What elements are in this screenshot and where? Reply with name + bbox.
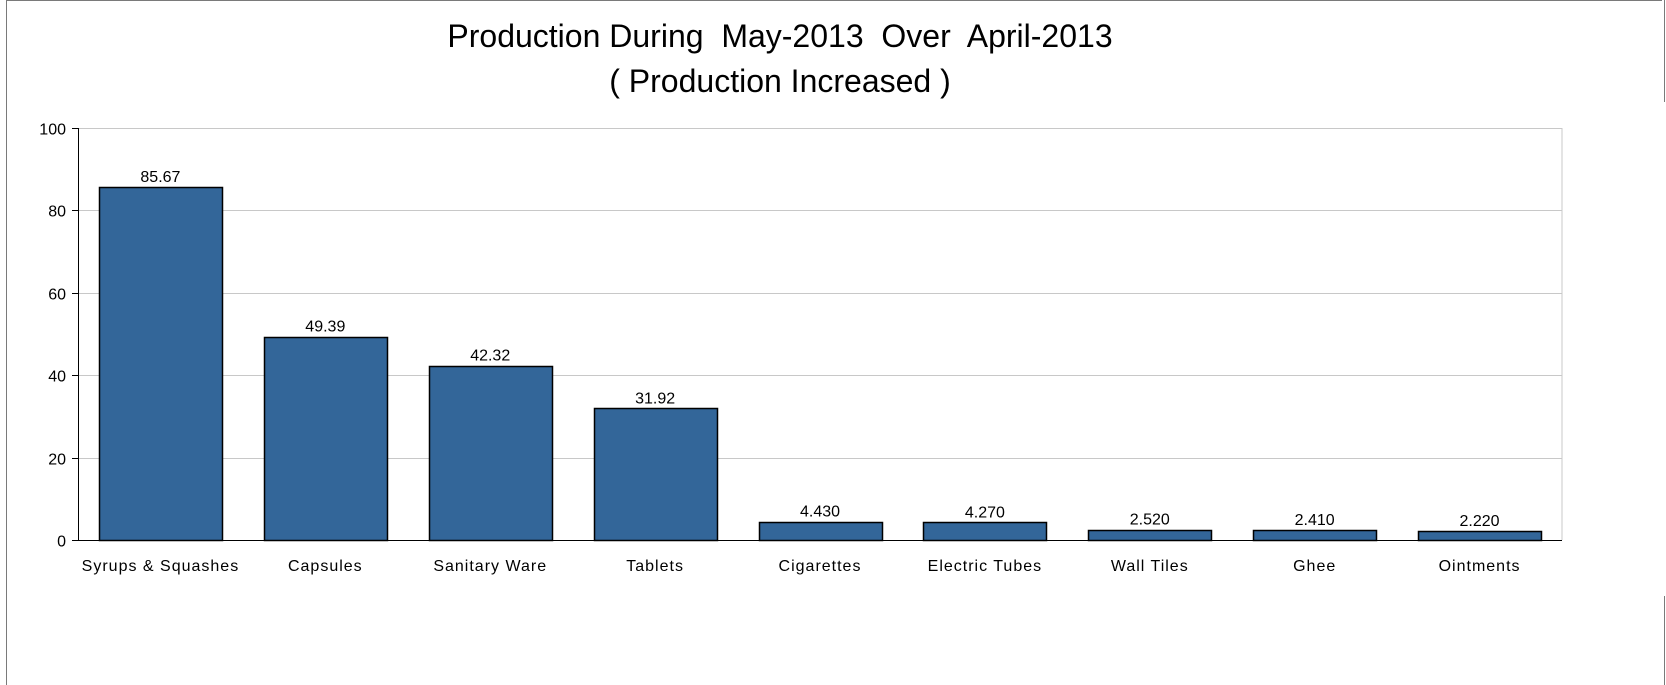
x-tick-label: Tablets <box>626 558 684 575</box>
bar <box>1087 529 1213 542</box>
bar-value-label: 2.520 <box>1130 512 1170 529</box>
bar-value-label: 2.220 <box>1460 513 1500 530</box>
x-tick-label: Ghee <box>1293 558 1336 575</box>
chart-title: Production During May-2013 Over April-20… <box>447 18 1113 54</box>
bar-value-label: 2.410 <box>1295 512 1335 529</box>
bar-value-label: 4.430 <box>800 504 840 521</box>
bar <box>263 336 389 542</box>
x-tick-label: Ointments <box>1439 558 1521 575</box>
chart-subtitle: ( Production Increased ) <box>609 63 951 99</box>
bar-value-label: 49.39 <box>305 319 345 336</box>
y-tick-label: 100 <box>39 122 66 139</box>
bars <box>98 186 1543 542</box>
bar-value-label: 31.92 <box>635 390 675 407</box>
bar <box>758 521 884 542</box>
bar <box>593 407 719 542</box>
y-tick-label: 0 <box>57 534 66 551</box>
x-tick-label: Cigarettes <box>779 558 862 575</box>
frame-edge-bottom <box>1664 596 1665 685</box>
frame-edge-top <box>1664 0 1665 102</box>
x-tick-label: Wall Tiles <box>1111 558 1189 575</box>
bar <box>98 186 224 542</box>
chart-frame <box>6 0 1662 685</box>
x-tick-label: Sanitary Ware <box>433 558 547 575</box>
y-tick-label: 20 <box>48 452 66 469</box>
y-tick-label: 40 <box>48 369 66 386</box>
bar <box>1417 530 1543 542</box>
bar <box>1252 529 1378 542</box>
bar <box>428 365 554 542</box>
bar-value-label: 4.270 <box>965 504 1005 521</box>
bar <box>922 521 1048 542</box>
y-tick-label: 60 <box>48 287 66 304</box>
labels: 0 20 40 60 80 100 85.67 Syrups & Squashes 49.39 C… <box>39 122 1521 576</box>
x-tick-label: Syrups & Squashes <box>82 558 240 575</box>
bar-value-label: 85.67 <box>140 169 180 186</box>
x-tick-label: Electric Tubes <box>928 558 1042 575</box>
x-tick-label: Capsules <box>288 558 363 575</box>
y-tick-label: 80 <box>48 204 66 221</box>
bar-value-label: 42.32 <box>470 348 510 365</box>
